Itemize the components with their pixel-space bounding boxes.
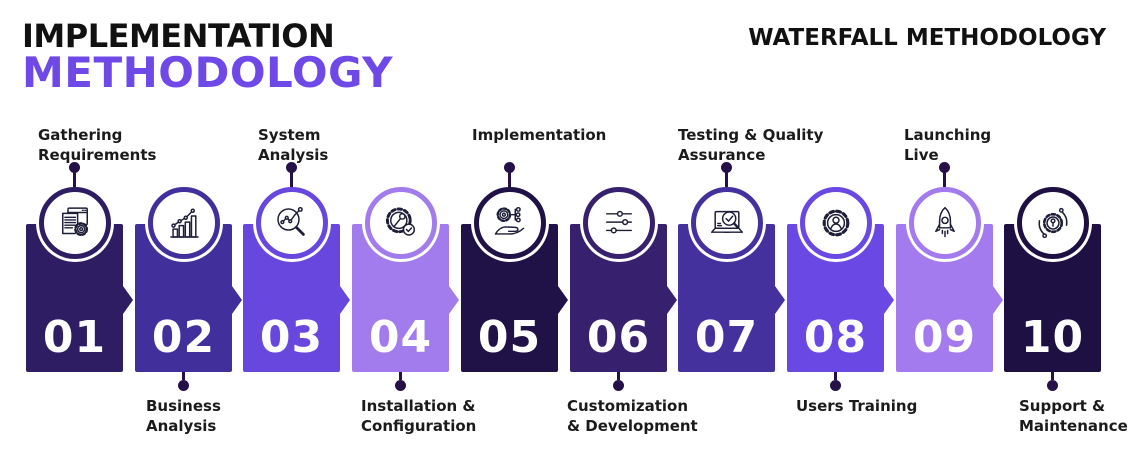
document-gear-icon xyxy=(61,207,88,237)
connector-dot xyxy=(939,162,950,173)
connector-line xyxy=(399,372,402,380)
connector-dot xyxy=(286,162,297,173)
step-block-05: 05 xyxy=(461,162,568,372)
connector-dot xyxy=(395,380,406,391)
arrow-right-icon xyxy=(232,286,242,314)
connector-line xyxy=(508,172,511,187)
step-block-09: 09 xyxy=(896,162,1003,372)
step-number: 02 xyxy=(151,312,216,363)
arrow-right-icon xyxy=(667,286,677,314)
arrow-right-icon xyxy=(449,286,459,314)
step-label-04: Installation & Configuration xyxy=(361,397,477,435)
step-label-02: Business Analysis xyxy=(146,397,221,435)
connector-line xyxy=(725,172,728,187)
step-number: 06 xyxy=(586,312,651,363)
gear-wrench-icon-circle xyxy=(364,187,437,259)
rocket-icon-circle xyxy=(908,187,981,259)
step-block-04: 04 xyxy=(352,187,459,391)
laptop-check-icon-circle xyxy=(690,187,763,259)
sliders-icon xyxy=(605,210,632,234)
connector-line xyxy=(73,172,76,187)
step-number: 04 xyxy=(368,312,433,363)
step-label-10: Support & Maintenance xyxy=(1019,397,1128,435)
document-gear-icon-circle xyxy=(38,187,111,259)
step-number: 10 xyxy=(1020,312,1085,363)
gear-wrench-icon xyxy=(385,207,415,236)
connector-line xyxy=(290,172,293,187)
arrow-right-icon xyxy=(993,286,1003,314)
bar-chart-icon xyxy=(169,208,199,238)
step-block-03: 03 xyxy=(243,162,350,372)
gear-sync-icon-circle xyxy=(1016,187,1089,259)
connector-dot xyxy=(178,380,189,391)
corner-title: WATERFALL METHODOLOGY xyxy=(748,25,1106,51)
page-title: IMPLEMENTATION METHODOLOGY xyxy=(22,17,393,97)
step-block-01: 01 xyxy=(26,162,133,372)
arrow-right-icon xyxy=(123,286,133,314)
user-gear-icon-circle xyxy=(799,187,872,259)
connector-dot xyxy=(1047,380,1058,391)
step-number: 09 xyxy=(912,312,977,363)
arrow-right-icon xyxy=(558,286,568,314)
hand-gear-icon xyxy=(494,206,524,235)
connector-line xyxy=(617,372,620,380)
step-label-07: Testing & Quality Assurance xyxy=(678,126,824,164)
step-block-10: 10 xyxy=(1004,187,1101,391)
step-number: 07 xyxy=(694,312,759,363)
step-number: 03 xyxy=(259,312,324,363)
laptop-check-icon xyxy=(710,210,743,233)
step-block-02: 02 xyxy=(135,187,242,391)
connector-dot xyxy=(721,162,732,173)
sliders-icon-circle xyxy=(582,187,655,259)
page-title-line-2: METHODOLOGY xyxy=(22,47,393,97)
connector-line xyxy=(834,372,837,380)
step-block-07: 07 xyxy=(678,162,785,372)
page-title-line-1: IMPLEMENTATION xyxy=(22,17,335,55)
arrow-right-icon xyxy=(884,286,894,314)
connector-line xyxy=(943,172,946,187)
step-block-08: 08 xyxy=(787,187,894,391)
rocket-icon xyxy=(934,206,955,238)
step-number: 08 xyxy=(803,312,868,363)
arrow-right-icon xyxy=(775,286,785,314)
magnifier-nodes-icon-circle xyxy=(255,187,328,259)
connector-dot xyxy=(69,162,80,173)
gear-sync-icon xyxy=(1038,207,1067,239)
step-label-03: System Analysis xyxy=(258,126,329,164)
connector-dot xyxy=(504,162,515,173)
step-number: 01 xyxy=(42,312,107,363)
connector-line xyxy=(182,372,185,380)
step-number: 05 xyxy=(477,312,542,363)
step-label-05: Implementation xyxy=(472,126,607,144)
step-label-06: Customization & Development xyxy=(567,397,698,435)
user-gear-icon xyxy=(822,209,849,237)
connector-dot xyxy=(830,380,841,391)
magnifier-nodes-icon xyxy=(276,206,305,236)
hand-gear-icon-circle xyxy=(473,187,546,259)
arrow-right-icon xyxy=(340,286,350,314)
step-label-01: Gathering Requirements xyxy=(38,126,157,164)
connector-dot xyxy=(613,380,624,391)
step-label-08: Users Training xyxy=(796,397,918,415)
connector-line xyxy=(1051,372,1054,380)
bar-chart-icon-circle xyxy=(147,187,220,259)
step-block-06: 06 xyxy=(570,187,677,391)
step-label-09: Launching Live xyxy=(904,126,992,164)
